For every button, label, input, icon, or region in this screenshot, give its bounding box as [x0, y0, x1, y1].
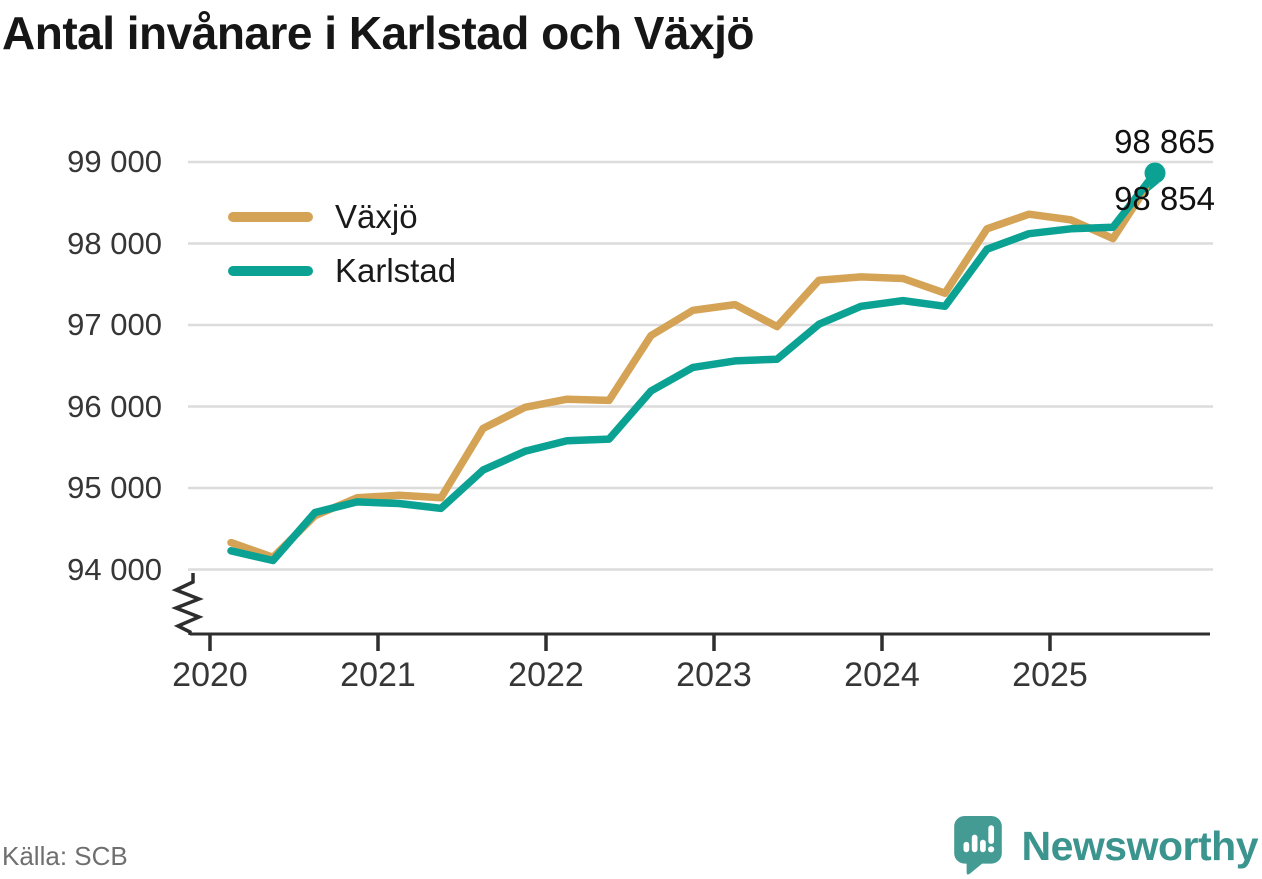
newsworthy-logo: Newsworthy	[953, 816, 1259, 876]
end-value-label-vaxjo: 98 854	[1114, 180, 1215, 217]
karlstad-line	[227, 169, 1159, 565]
legend-item-karlstad: Karlstad	[228, 244, 456, 298]
legend: Växjö Karlstad	[228, 190, 456, 298]
source-note: Källa: SCB	[2, 841, 128, 871]
vxj-line	[227, 170, 1159, 562]
newsworthy-icon	[953, 816, 1002, 875]
logo-exclamation-dot	[987, 846, 994, 853]
legend-label-vaxjo: Växjö	[335, 198, 418, 235]
logo-exclamation-bar	[987, 825, 994, 844]
y-axis-break-icon	[171, 573, 204, 635]
karlstad-end-dot	[1144, 162, 1166, 184]
vaxjo-line-swatch	[228, 212, 313, 222]
logo-bar-3	[979, 839, 986, 853]
speech-bubble-shape	[953, 816, 1002, 875]
logo-bar-2	[971, 834, 977, 853]
end-value-label-karlstad: 98 865	[1114, 123, 1215, 160]
legend-label-karlstad: Karlstad	[335, 252, 457, 289]
logo-bar-1	[963, 841, 969, 853]
newsworthy-wordmark: Newsworthy	[1021, 823, 1259, 869]
karlstad-line-swatch	[228, 266, 313, 276]
chart-title: Antal invånare i Karlstad och Växjö	[2, 7, 754, 59]
legend-item-vaxjo: Växjö	[228, 190, 456, 244]
